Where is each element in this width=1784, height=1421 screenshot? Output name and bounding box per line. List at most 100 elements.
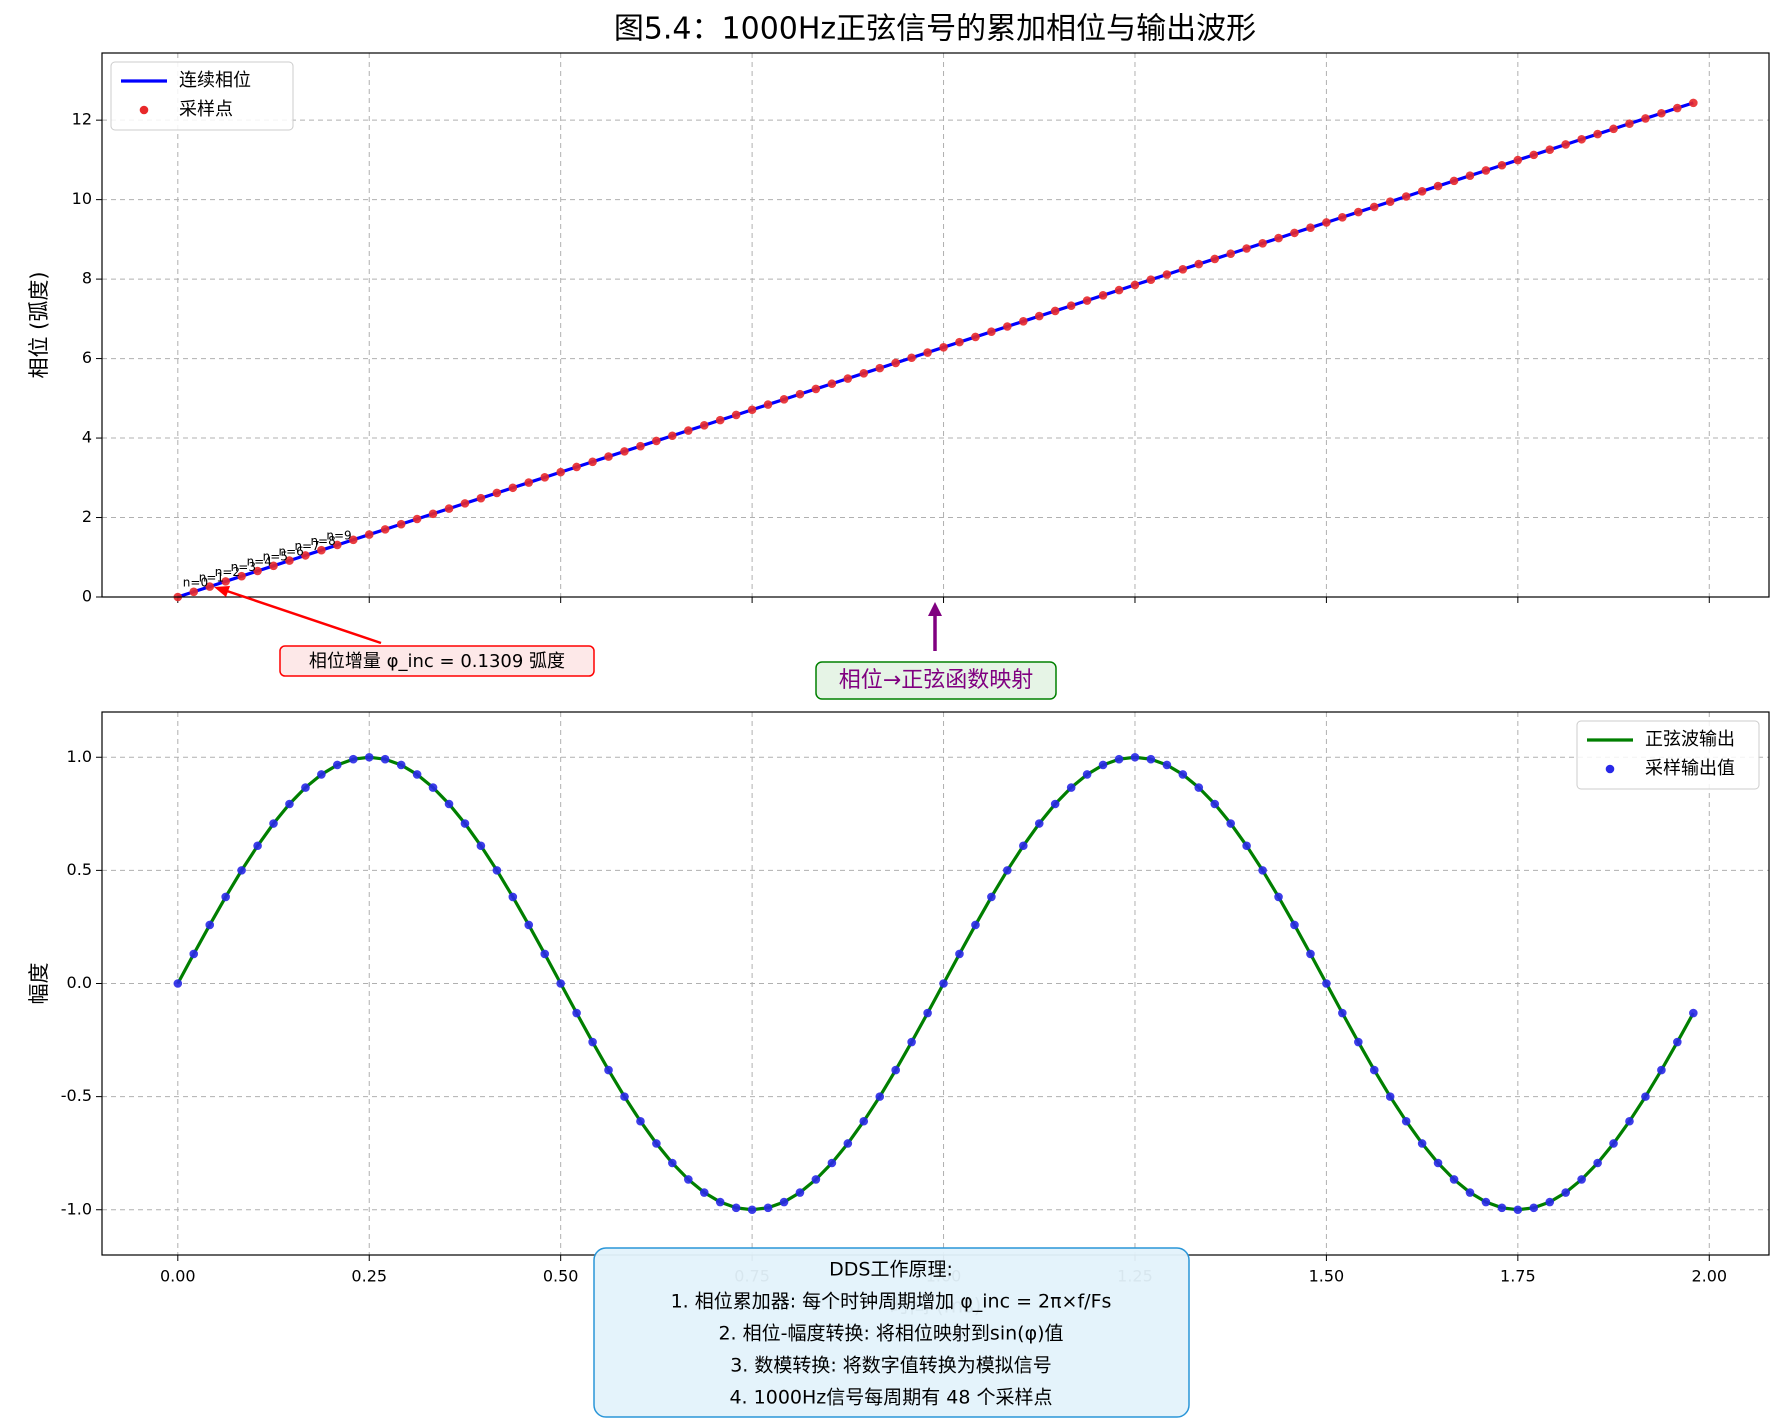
legend-marker	[139, 105, 149, 115]
x-tick-label: 1.75	[1500, 1267, 1536, 1286]
sample-point	[444, 799, 454, 809]
sample-point	[556, 979, 565, 988]
y-tick-label: 4	[82, 428, 92, 447]
sample-point	[364, 752, 374, 762]
sample-point	[923, 1008, 932, 1018]
sample-point	[237, 866, 246, 875]
sample-point	[652, 1139, 661, 1148]
sample-point	[1338, 212, 1347, 222]
sample-point	[540, 949, 550, 959]
sample-point	[221, 577, 230, 586]
sample-point	[380, 525, 390, 534]
sample-point	[1226, 249, 1235, 259]
sample-point	[763, 1203, 773, 1213]
sample-point	[1258, 866, 1267, 875]
sample-point	[1641, 1092, 1650, 1101]
sample-point	[1226, 819, 1235, 828]
sample-point	[428, 509, 438, 519]
sample-point	[1019, 841, 1028, 851]
y-tick-label: 0.5	[67, 860, 92, 879]
sample-point	[285, 556, 294, 565]
sample-point	[636, 1116, 645, 1126]
sample-point	[1178, 264, 1188, 274]
sample-point	[540, 473, 550, 482]
sample-point	[668, 1158, 677, 1168]
sample-point	[1050, 799, 1060, 809]
sample-point	[476, 841, 486, 851]
sample-point	[444, 504, 454, 513]
annotation-box	[279, 645, 595, 677]
sample-point	[891, 358, 900, 368]
sample-point	[189, 587, 199, 597]
sample-point	[843, 374, 853, 383]
sample-point	[859, 1116, 869, 1126]
sample-point	[955, 337, 964, 347]
sample-point	[939, 343, 948, 352]
sample-point	[1034, 819, 1044, 828]
principle-line: DDS工作原理:	[829, 1259, 953, 1281]
sample-point	[668, 431, 677, 441]
sample-point	[1066, 783, 1076, 792]
sample-point	[317, 545, 326, 555]
sample-point	[1689, 1008, 1698, 1018]
sample-point	[588, 457, 597, 467]
point-label: n=5	[263, 550, 288, 564]
sample-point	[1306, 223, 1315, 232]
sample-point	[1290, 228, 1299, 238]
sample-point	[269, 819, 278, 828]
sample-point	[731, 1203, 741, 1213]
x-tick-label: 0.50	[543, 1267, 579, 1286]
sample-point	[715, 415, 725, 425]
sample-point	[779, 1197, 789, 1207]
y-tick-label: -0.5	[61, 1086, 92, 1105]
legend-label: 正弦波输出	[1645, 729, 1735, 750]
sample-point	[763, 400, 773, 409]
sample-point	[1162, 270, 1172, 279]
sample-point	[205, 582, 215, 591]
sample-point	[827, 1158, 837, 1168]
y-tick-label: -1.0	[61, 1199, 92, 1218]
y-tick-label: 6	[82, 348, 92, 367]
sample-point	[1210, 254, 1220, 264]
principle-line: 1. 相位累加器: 每个时钟周期增加 φ_inc = 2π×f/Fs	[671, 1291, 1112, 1313]
sample-point	[333, 540, 342, 550]
sample-point	[1497, 160, 1507, 170]
sample-point	[1433, 1158, 1443, 1168]
sample-point	[1258, 239, 1267, 248]
principle-line: 2. 相位-幅度转换: 将相位映射到sin(φ)值	[718, 1323, 1063, 1345]
sample-point	[923, 348, 932, 357]
sample-point	[1529, 150, 1539, 160]
sample-point	[1322, 979, 1331, 988]
sample-point	[1130, 752, 1140, 762]
annotation-arrow	[217, 586, 382, 645]
sample-point	[1481, 166, 1491, 175]
sample-point	[460, 499, 470, 508]
x-tick-label: 0.25	[351, 1267, 387, 1286]
principle-line: 3. 数模转换: 将数字值转换为模拟信号	[730, 1355, 1052, 1377]
sample-point	[875, 1092, 885, 1101]
sample-point	[1673, 103, 1682, 113]
sample-point	[1465, 171, 1475, 180]
sample-point	[1178, 770, 1188, 779]
sample-point	[1513, 1205, 1523, 1215]
sample-point	[1369, 202, 1379, 212]
sample-point	[1545, 1197, 1555, 1207]
arrow-head	[214, 586, 230, 597]
sample-point	[1513, 155, 1523, 165]
sample-point	[1050, 306, 1060, 316]
sample-point	[684, 426, 693, 435]
sample-point	[524, 478, 534, 487]
sample-point	[1417, 186, 1427, 196]
mapping-box	[815, 661, 1057, 700]
sample-point	[1242, 841, 1251, 851]
sample-point	[380, 754, 390, 764]
sample-point	[699, 421, 709, 430]
sample-point	[1114, 285, 1124, 295]
sample-point	[939, 979, 948, 988]
sample-point	[604, 452, 613, 461]
sample-point	[1034, 311, 1044, 321]
sample-point	[492, 866, 502, 875]
sample-point	[1657, 108, 1666, 118]
sample-point	[1066, 301, 1076, 311]
